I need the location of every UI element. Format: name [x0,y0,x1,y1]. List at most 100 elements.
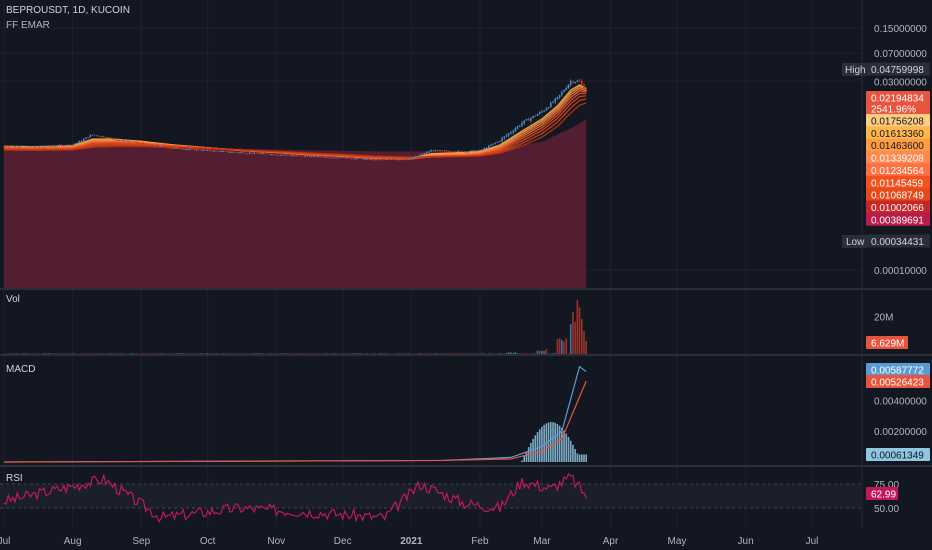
candle-body [204,149,207,151]
macd-histogram-bar [558,425,561,462]
volume-bar [470,353,472,354]
histogram-value-label-bg [866,448,930,461]
candle-body [60,144,63,146]
candle-body [355,158,357,160]
macd-histogram-bar [530,442,532,462]
volume-bar [91,353,94,354]
candle-body [49,145,52,147]
candle-body [410,158,413,160]
volume-bar [242,353,244,354]
volume-bar [60,353,63,354]
candle-body [543,110,545,112]
time-axis-tick: Feb [471,536,489,547]
candle-body [215,150,218,152]
volume-bar [16,353,19,354]
candle-body [344,156,346,159]
candle-body [255,152,258,154]
volume-bar [552,353,554,354]
candle-body [521,123,523,126]
ema-value-label: 0.01756208 [871,117,924,128]
volume-bar [510,352,512,354]
volume-bar [317,353,320,354]
volume-bar [366,353,368,354]
candle-body [100,136,103,138]
candle-body [175,147,178,149]
candle-body [240,152,242,154]
candle-body [507,133,510,136]
rsi-axis-tick: 50.00 [874,504,899,515]
volume-bar [275,353,278,354]
rsi-axis-tick: 75.00 [874,480,899,491]
volume-bar [282,353,284,354]
price-axis-tick: 0.07000000 [874,49,927,60]
candle-body [71,144,74,146]
volume-bar [149,353,151,354]
signal-value-label-bg [866,375,930,388]
candle-body [233,151,236,153]
volume-bar [565,338,568,354]
candle-body [366,158,368,160]
volume-bar [580,319,583,354]
candle-body [102,136,105,138]
volume-bar [308,353,311,354]
low-label-bg [842,235,866,248]
ema-value-label-bg [866,151,930,165]
volume-bar [142,353,145,354]
candle-body [264,153,267,155]
volume-bar [71,353,74,354]
time-axis-tick: Nov [267,536,285,547]
volume-bar [158,353,160,354]
candle-body [67,144,69,146]
candle-body [417,155,419,157]
candle-body [414,156,417,158]
candle-body [310,156,313,158]
volume-bar [228,353,231,354]
volume-bar [7,353,10,354]
volume-bar [501,353,503,354]
ema-value-label-bg [866,200,930,214]
candle-body [257,153,260,155]
signal-value-label: 0.00526423 [871,378,924,389]
candle-body [474,150,477,152]
candle-body [465,151,468,153]
candle-body [530,118,532,121]
macd-histogram-bar [538,429,541,462]
candle-body [222,150,224,152]
candle-body [408,158,410,160]
candle-body [217,150,220,152]
volume-bar [178,353,180,354]
candle-body [299,155,302,157]
volume-bar [107,353,109,354]
volume-bar [585,340,588,354]
candle-body [189,148,191,150]
volume-bar [133,353,136,354]
volume-bar [330,353,333,354]
volume-bar [523,353,526,354]
candle-body [226,151,229,153]
macd-histogram-bar [552,422,554,462]
candle-body [7,146,10,148]
high-value: 0.04759998 [871,65,924,76]
volume-bar [419,353,421,354]
candle-body [441,150,444,152]
candle-body [472,150,475,152]
volume-bar [543,350,545,354]
volume-bar [189,353,191,354]
volume-bar [514,352,517,354]
ema-value-label: 0.01068749 [871,191,924,202]
candle-body [583,84,585,90]
candle-body [286,154,289,156]
candle-body [565,88,568,91]
candle-body [140,142,143,144]
volume-bar [295,353,298,354]
candle-body [78,140,81,143]
volume-bar [202,353,205,354]
candle-body [220,150,222,152]
candle-body [279,154,282,156]
candle-body [510,132,512,134]
candle-body [463,151,466,153]
candle-body [147,143,149,145]
candle-body [536,114,539,117]
candle-body [253,152,255,154]
candle-body [122,139,125,142]
